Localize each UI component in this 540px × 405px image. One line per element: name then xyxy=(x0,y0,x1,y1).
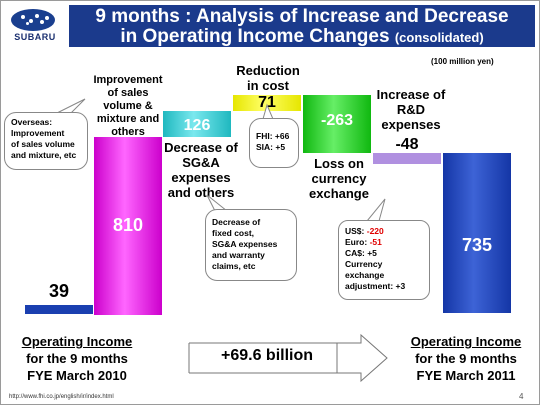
value-end: 735 xyxy=(461,235,493,255)
start-label: Operating Income for the 9 months FYE Ma… xyxy=(21,334,133,383)
value-cost: 71 xyxy=(258,94,276,111)
callout-overseas: Overseas: Improvement of sales volume an… xyxy=(4,112,88,170)
page-number: 4 xyxy=(519,392,524,401)
title-suffix: (consolidated) xyxy=(394,30,484,45)
change-total: +69.6 billion xyxy=(220,347,314,364)
bar-rd xyxy=(373,153,441,164)
label-rd: Increase of R&D expenses xyxy=(376,87,446,132)
bar-currency xyxy=(303,95,371,153)
callout-currency-detail: US$: -220 Euro: -51 CA$: +5 Currency exc… xyxy=(338,220,430,300)
label-sales: Improvement of sales volume & mixture an… xyxy=(93,74,163,138)
title-line-2: in Operating Income Changes (consolidate… xyxy=(120,26,484,47)
value-sga: 126 xyxy=(183,117,211,134)
bar-start xyxy=(25,305,93,314)
bar-sga xyxy=(163,111,231,137)
footer-url[interactable]: http://www.fhi.co.jp/english/ir/index.ht… xyxy=(9,394,114,400)
subaru-logo: SUBARU xyxy=(7,7,63,43)
value-currency: -263 xyxy=(320,112,354,129)
logo-emblem-icon xyxy=(11,9,55,31)
callout-cost-detail: FHI: +66 SIA: +5 xyxy=(249,118,299,168)
title-bar: 9 months : Analysis of Increase and Decr… xyxy=(69,5,535,47)
callout-sga-detail: Decrease of fixed cost, SG&A expenses an… xyxy=(205,209,297,281)
label-currency: Loss on currency exchange xyxy=(309,156,369,201)
title-line-1: 9 months : Analysis of Increase and Decr… xyxy=(95,6,509,27)
value-rd: -48 xyxy=(395,136,419,153)
bar-sales xyxy=(94,137,162,315)
bar-end xyxy=(443,153,511,313)
value-start: 39 xyxy=(48,281,70,301)
label-cost: Reduction in cost xyxy=(236,63,300,93)
unit-label: (100 million yen) xyxy=(431,57,494,66)
label-sga: Decrease of SG&A expenses and others xyxy=(164,140,238,200)
end-label: Operating Income for the 9 months FYE Ma… xyxy=(410,334,522,383)
logo-text: SUBARU xyxy=(14,32,56,42)
value-sales: 810 xyxy=(112,215,144,235)
bar-cost xyxy=(233,95,301,111)
